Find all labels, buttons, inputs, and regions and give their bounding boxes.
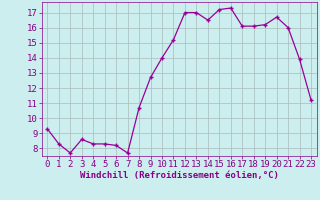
X-axis label: Windchill (Refroidissement éolien,°C): Windchill (Refroidissement éolien,°C) [80, 171, 279, 180]
